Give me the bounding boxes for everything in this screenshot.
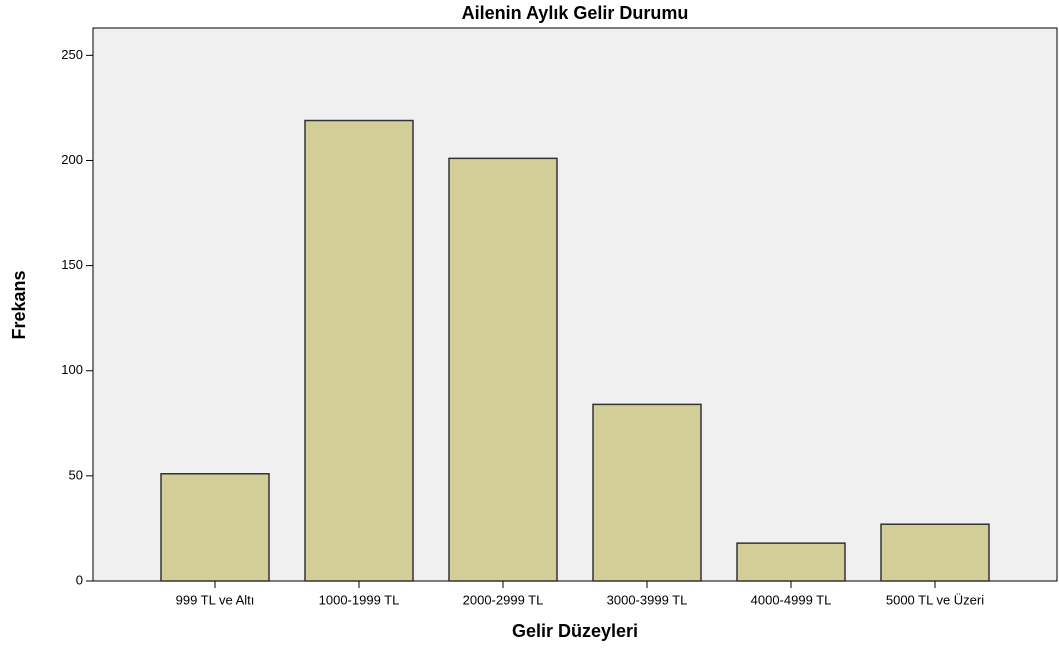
y-tick-label: 150: [61, 257, 83, 272]
y-tick-label: 50: [69, 467, 83, 482]
bar: [736, 542, 846, 582]
x-tick-label: 5000 TL ve Üzeri: [886, 592, 984, 607]
chart-title: Ailenin Aylık Gelir Durumu: [462, 3, 689, 23]
x-axis-title: Gelir Düzeyleri: [512, 621, 638, 641]
bar: [160, 473, 270, 582]
y-tick-label: 0: [76, 572, 83, 587]
y-axis-title: Frekans: [9, 270, 29, 339]
bar: [880, 523, 990, 582]
bar: [448, 157, 558, 582]
x-tick-label: 999 TL ve Altı: [176, 592, 255, 607]
x-tick-label: 2000-2999 TL: [463, 592, 544, 607]
y-tick-label: 200: [61, 152, 83, 167]
y-tick-label: 250: [61, 47, 83, 62]
x-tick-label: 1000-1999 TL: [319, 592, 400, 607]
y-tick-label: 100: [61, 362, 83, 377]
bar: [592, 403, 702, 582]
x-tick-label: 3000-3999 TL: [607, 592, 688, 607]
x-tick-label: 4000-4999 TL: [751, 592, 832, 607]
bar: [304, 119, 414, 582]
